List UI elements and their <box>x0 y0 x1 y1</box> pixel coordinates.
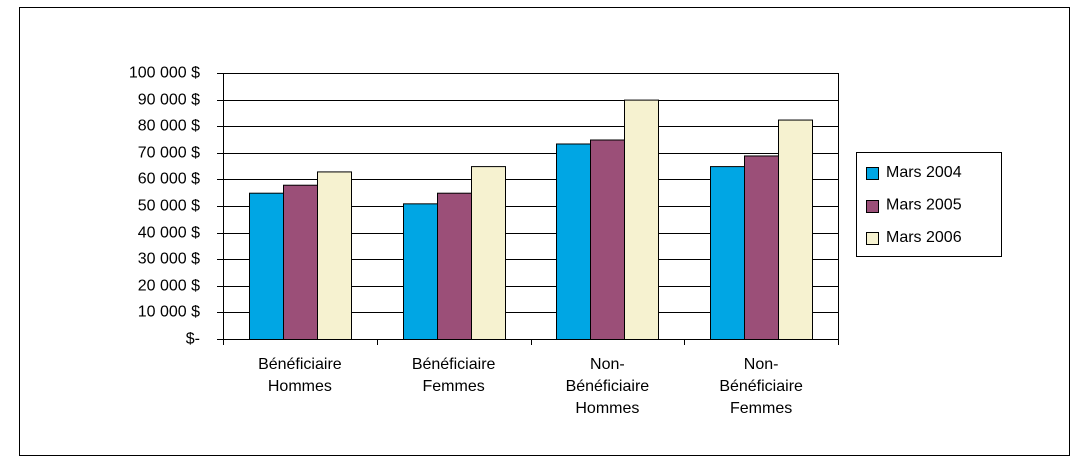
legend-swatch <box>866 167 879 180</box>
bar <box>403 203 438 340</box>
bar <box>590 139 625 340</box>
x-tick-label: Bénéficiaire <box>412 356 496 373</box>
bar <box>317 171 352 340</box>
bar <box>624 99 659 340</box>
x-tick-label: Femmes <box>423 378 485 395</box>
y-tick-label: 60 000 $ <box>138 171 200 188</box>
x-tick-label: Bénéficiaire <box>566 378 650 395</box>
legend-swatch <box>866 200 879 213</box>
y-tick-label: 10 000 $ <box>138 304 200 321</box>
y-tick-label: 50 000 $ <box>138 198 200 215</box>
x-tick-label: Non- <box>744 356 779 373</box>
x-tick-label: Hommes <box>268 378 332 395</box>
y-tick-label: 100 000 $ <box>129 65 200 82</box>
legend-box <box>856 152 1002 257</box>
legend-label: Mars 2004 <box>886 164 962 181</box>
bar <box>471 166 506 340</box>
x-tick-label: Bénéficiaire <box>719 378 803 395</box>
y-tick-label: 20 000 $ <box>138 278 200 295</box>
legend-label: Mars 2005 <box>886 197 962 214</box>
y-tick-label: 90 000 $ <box>138 92 200 109</box>
x-tick-label: Hommes <box>575 400 639 417</box>
x-tick-label: Non- <box>590 356 625 373</box>
y-tick-label: 70 000 $ <box>138 145 200 162</box>
x-tick-label: Bénéficiaire <box>258 356 342 373</box>
bar <box>437 192 472 340</box>
bar <box>249 192 284 340</box>
y-tick-label: 40 000 $ <box>138 225 200 242</box>
y-tick-label: $- <box>186 331 200 348</box>
bar <box>778 119 813 340</box>
y-tick-label: 80 000 $ <box>138 118 200 135</box>
bar <box>283 184 318 340</box>
bar <box>710 166 745 340</box>
legend-swatch <box>866 232 879 245</box>
legend-label: Mars 2006 <box>886 229 962 246</box>
bar <box>556 143 591 340</box>
y-tick-label: 30 000 $ <box>138 251 200 268</box>
bar <box>744 155 779 340</box>
x-tick-label: Femmes <box>730 400 792 417</box>
